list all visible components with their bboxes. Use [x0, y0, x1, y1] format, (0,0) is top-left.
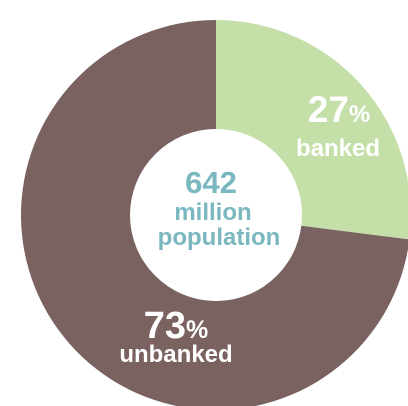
donut-hole — [130, 129, 302, 301]
banked-label: banked — [296, 135, 380, 162]
center-line-1: million — [174, 199, 251, 226]
banked-percent: 27% — [308, 89, 371, 130]
center-line-2: population — [158, 224, 281, 251]
unbanked-percent: 73% — [144, 305, 209, 347]
center-value: 642 — [185, 165, 237, 200]
slice-label-unbanked: 73% unbanked — [119, 305, 232, 368]
unbanked-value: 73 — [144, 305, 186, 347]
banked-unit: % — [349, 101, 370, 128]
center-label: 642 million population — [158, 165, 281, 251]
unbanked-label: unbanked — [119, 341, 232, 368]
banked-value: 27 — [308, 89, 349, 130]
unbanked-unit: % — [186, 316, 208, 344]
slice-label-banked: 27% banked — [296, 89, 380, 162]
